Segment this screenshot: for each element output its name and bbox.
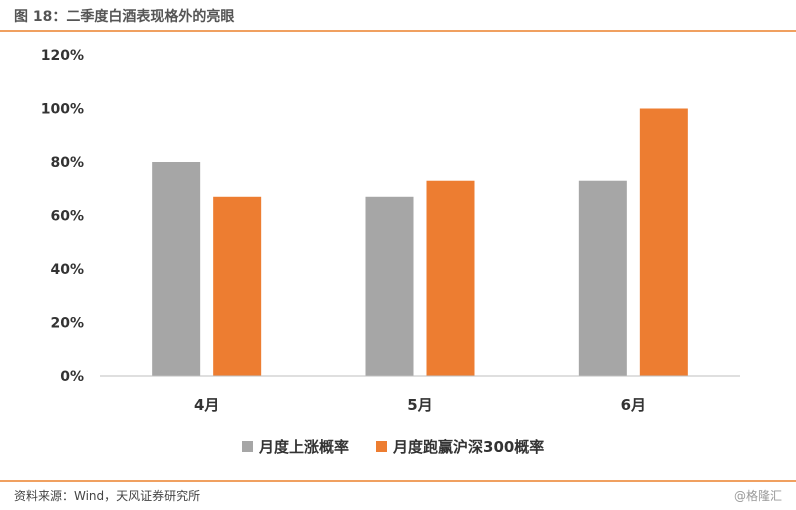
bottom-rule [0,480,796,482]
watermark: @格隆汇 [733,489,782,503]
legend-label: 月度上涨概率 [258,438,349,456]
y-tick-label: 40% [50,262,84,278]
legend-swatch [376,441,387,452]
source-note: 资料来源：Wind，天风证券研究所 [14,489,201,503]
legend: 月度上涨概率 月度跑赢沪深300概率 [242,438,544,456]
bar-series-2 [639,108,688,376]
bar-series-1 [365,196,414,376]
figure-title: 图 18：二季度白酒表现格外的亮眼 [14,9,235,25]
legend-label: 月度跑赢沪深300概率 [392,438,544,456]
top-rule [0,30,796,32]
x-category-label: 5月 [407,396,432,414]
y-tick-label: 60% [50,209,84,225]
y-tick-label: 120% [41,48,84,64]
y-tick-label: 0% [60,369,84,385]
x-axis-labels: 4月 5月 6月 [194,396,646,414]
y-tick-label: 100% [41,102,84,118]
x-category-label: 4月 [194,396,219,414]
y-axis: 0% 20% 40% 60% 80% 100% 120% [41,48,84,385]
legend-swatch [242,441,253,452]
bar-chart: 0% 20% 40% 60% 80% 100% 120% 4月 5月 6月 月度上涨概率 月度跑赢… [41,48,740,456]
bar-series-1 [578,180,627,376]
bar-series-2 [426,180,475,376]
y-tick-label: 80% [50,155,84,171]
bar-series-1 [152,162,201,376]
x-category-label: 6月 [621,396,646,414]
bar-series-2 [213,196,262,376]
y-tick-label: 20% [50,316,84,332]
bars [152,108,688,376]
